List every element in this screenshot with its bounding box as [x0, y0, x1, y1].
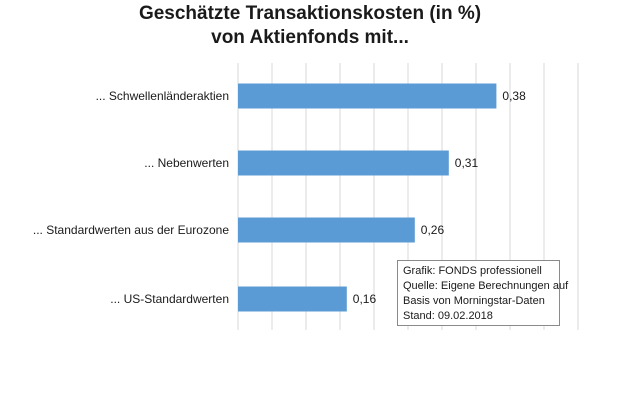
category-labels: ... Schwellenländeraktien ... Nebenwerten…	[33, 89, 229, 306]
category-label: ... US-Standardwerten	[110, 292, 229, 306]
category-label: ... Schwellenländeraktien	[96, 89, 229, 103]
chart-title-line-1: Geschätzte Transaktionskosten (in %)	[138, 3, 482, 24]
value-label: 0,26	[421, 223, 445, 237]
chart-title-line-2: von Aktienfonds mit...	[211, 27, 409, 48]
bar	[238, 286, 347, 312]
bar	[238, 217, 415, 243]
bar	[238, 83, 497, 109]
chart-title: Geschätzte Transaktionskosten (in %) von…	[0, 2, 620, 50]
bar	[238, 150, 449, 176]
value-labels: 0,38 0,31 0,26 0,16	[353, 89, 526, 306]
value-label: 0,16	[353, 292, 377, 306]
category-label: ... Nebenwerten	[144, 156, 229, 170]
bars	[238, 83, 497, 312]
source-note-line-2: Quelle: Eigene Berechnungen auf	[403, 280, 569, 292]
source-note-line-4: Stand: 09.02.2018	[403, 310, 493, 322]
value-label: 0,38	[502, 89, 526, 103]
value-label: 0,31	[455, 156, 479, 170]
category-label: ... Standardwerten aus der Eurozone	[33, 223, 229, 237]
source-note-line-1: Grafik: FONDS professionell	[403, 265, 542, 277]
source-note: Grafik: FONDS professionell Quelle: Eige…	[397, 260, 569, 326]
source-note-line-3: Basis von Morningstar-Daten	[403, 295, 545, 307]
